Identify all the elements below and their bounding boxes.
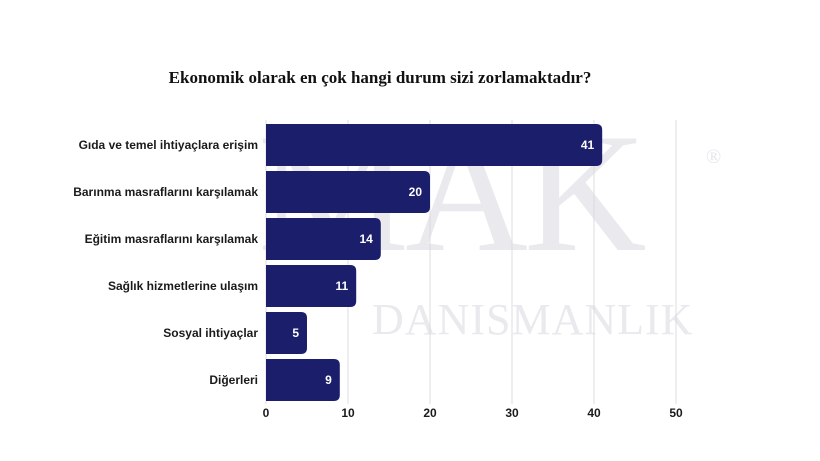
x-tick-label: 40 — [587, 406, 601, 420]
bar — [266, 218, 381, 260]
x-tick-label: 10 — [341, 406, 355, 420]
data-label: 14 — [359, 232, 373, 246]
x-tick-label: 20 — [423, 406, 437, 420]
category-label: Sağlık hizmetlerine ulaşım — [108, 279, 258, 293]
bar — [266, 265, 357, 307]
data-label: 5 — [292, 326, 299, 340]
x-tick-label: 0 — [263, 406, 270, 420]
data-label: 9 — [325, 373, 332, 387]
category-label: Sosyal ihtiyaçlar — [163, 326, 258, 340]
chart-title: Ekonomik olarak en çok hangi durum sizi … — [168, 68, 592, 87]
data-label: 11 — [336, 279, 349, 293]
category-label: Eğitim masraflarını karşılamak — [85, 232, 259, 246]
bar — [266, 359, 340, 401]
bar — [266, 171, 430, 213]
category-label: Barınma masraflarını karşılamak — [73, 185, 258, 199]
x-tick-label: 30 — [505, 406, 519, 420]
bar — [266, 312, 307, 354]
bar — [266, 124, 603, 166]
category-label: Gıda ve temel ihtiyaçlara erişim — [79, 138, 258, 152]
category-label: Diğerleri — [209, 373, 258, 387]
x-tick-label: 50 — [669, 406, 683, 420]
data-label: 41 — [581, 138, 595, 152]
data-label: 20 — [409, 185, 423, 199]
